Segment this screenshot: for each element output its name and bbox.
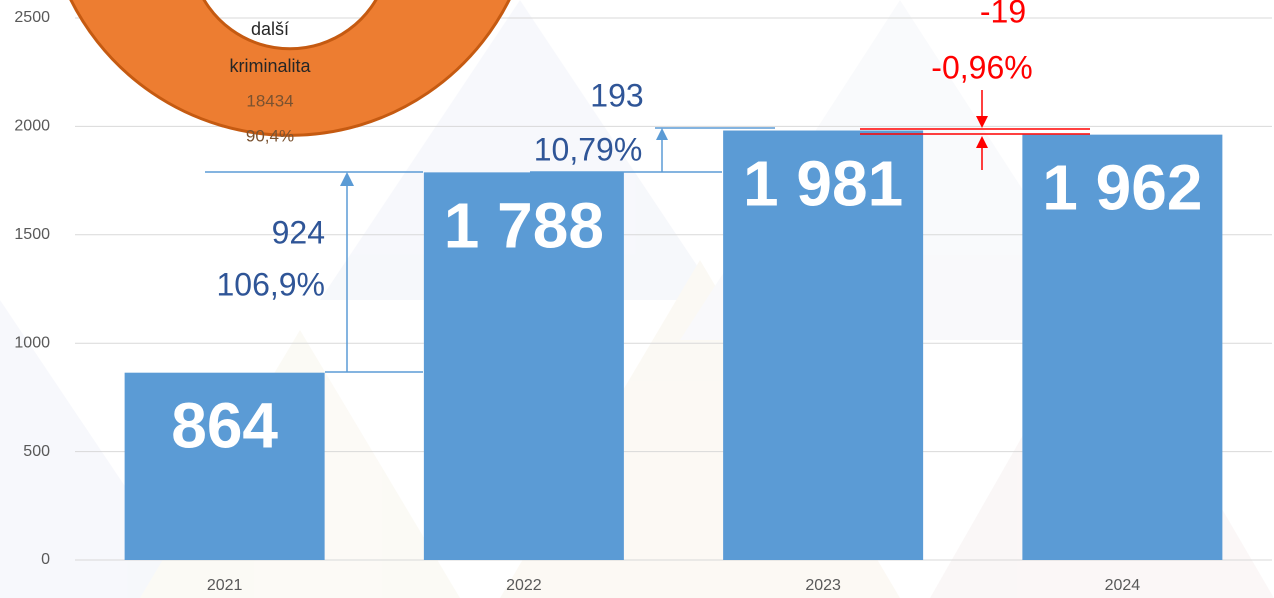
bar: [423, 172, 624, 560]
change-arrows: [205, 127, 775, 373]
x-tick-label: 2021: [207, 577, 243, 594]
donut: další kriminalita 18434 90,4%: [69, 0, 511, 145]
x-tick-label: 2022: [506, 577, 542, 594]
annotation: 193: [590, 77, 643, 113]
plot: 0 500 1000 1500 2000 2500 2021 864 2022 1 788 2023…: [14, 9, 1272, 594]
annotation: 106,9%: [216, 266, 325, 302]
bar: [1022, 134, 1223, 560]
y-tick-label: 500: [23, 443, 50, 460]
donut-value: 90,4%: [246, 126, 294, 145]
annotation: -19: [980, 0, 1026, 29]
donut-label: kriminalita: [229, 56, 311, 76]
annotation: -0,96%: [931, 49, 1032, 85]
y-tick-label: 2000: [14, 118, 50, 135]
x-tick-label: 2024: [1105, 577, 1141, 594]
value-label: 864: [171, 390, 278, 462]
red-arrows: [860, 90, 1090, 170]
annotation: 10,79%: [534, 131, 643, 167]
value-label: 1 981: [743, 147, 903, 219]
y-tick-label: 2500: [14, 9, 50, 26]
bar: [124, 372, 325, 560]
annotation: 924: [272, 214, 325, 250]
donut-value: 18434: [246, 91, 293, 110]
value-label: 1 788: [444, 189, 604, 261]
x-tick-label: 2023: [805, 577, 841, 594]
y-tick-label: 0: [41, 551, 50, 568]
y-tick-label: 1000: [14, 334, 50, 351]
donut-label: další: [251, 19, 289, 39]
value-label: 1 962: [1042, 152, 1202, 224]
y-tick-label: 1500: [14, 226, 50, 243]
bar: [723, 130, 924, 560]
